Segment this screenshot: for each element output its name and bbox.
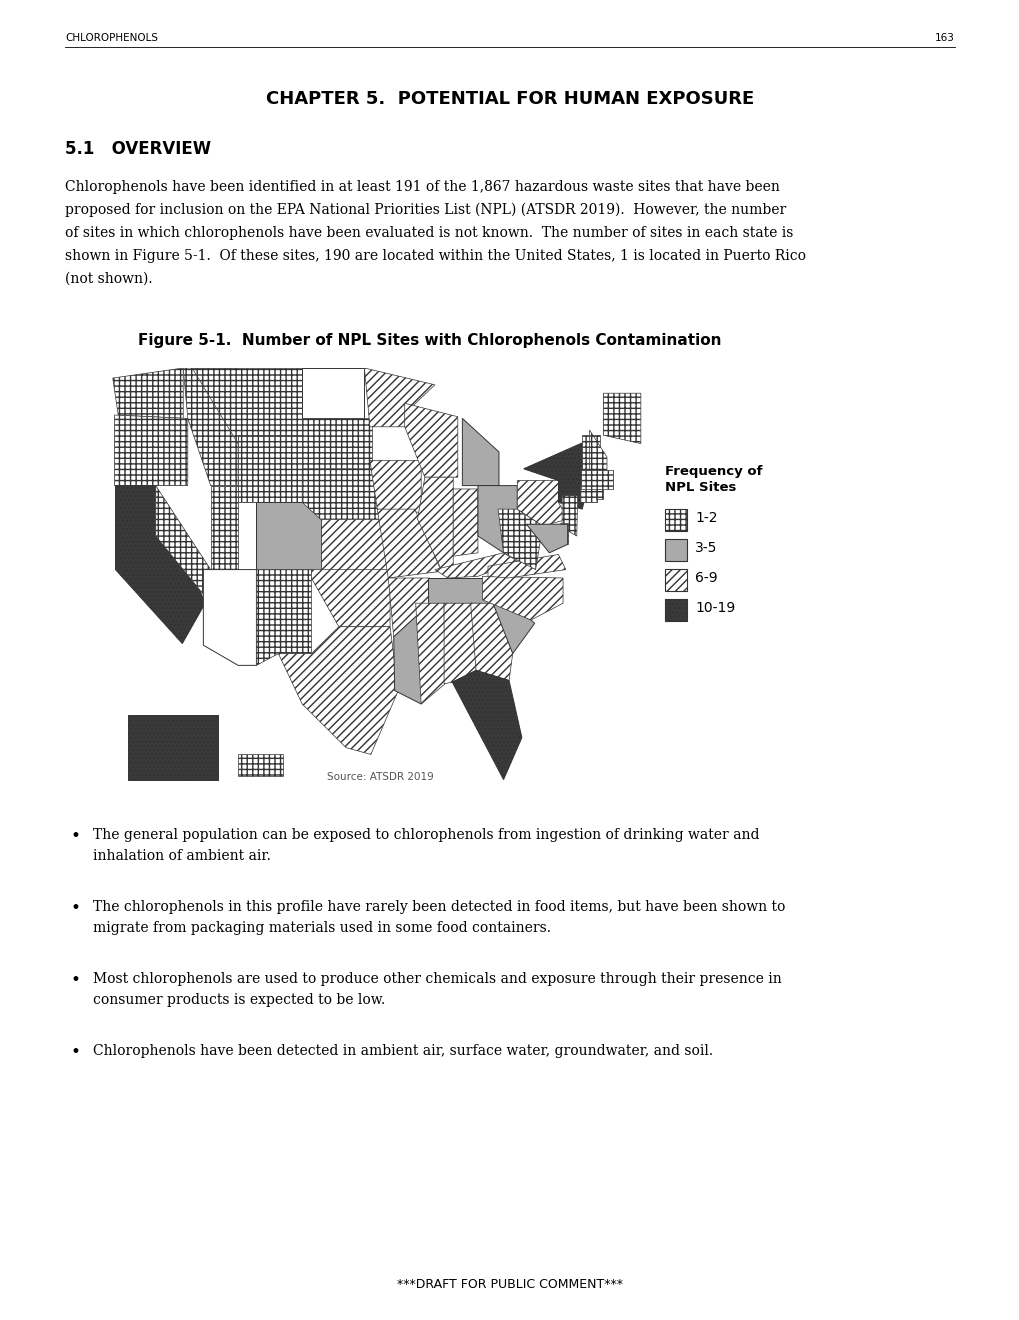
Polygon shape (452, 488, 478, 556)
Text: CHAPTER 5.  POTENTIAL FOR HUMAN EXPOSURE: CHAPTER 5. POTENTIAL FOR HUMAN EXPOSURE (266, 90, 753, 108)
Polygon shape (416, 603, 444, 704)
Text: The general population can be exposed to chlorophenols from ingestion of drinkin: The general population can be exposed to… (93, 828, 759, 842)
Polygon shape (582, 436, 599, 469)
Text: Frequency of: Frequency of (664, 465, 762, 478)
Polygon shape (302, 368, 364, 418)
Polygon shape (302, 469, 381, 519)
Text: •: • (70, 900, 79, 917)
Polygon shape (595, 486, 602, 499)
Polygon shape (497, 510, 542, 570)
Text: The chlorophenols in this profile have rarely been detected in food items, but h: The chlorophenols in this profile have r… (93, 900, 785, 913)
Text: consumer products is expected to be low.: consumer products is expected to be low. (93, 993, 385, 1007)
Text: shown in Figure 5-1.  Of these sites, 190 are located within the United States, : shown in Figure 5-1. Of these sites, 190… (65, 249, 805, 263)
Polygon shape (478, 486, 517, 553)
Text: •: • (70, 1044, 79, 1061)
Polygon shape (470, 603, 513, 681)
Polygon shape (211, 486, 237, 570)
Polygon shape (256, 570, 311, 665)
Polygon shape (405, 404, 458, 478)
Text: 5.1   OVERVIEW: 5.1 OVERVIEW (65, 140, 211, 158)
Polygon shape (256, 503, 320, 570)
Polygon shape (462, 418, 498, 486)
Text: Chlorophenols have been identified in at least 191 of the 1,867 hazardous waste : Chlorophenols have been identified in at… (65, 180, 780, 194)
Text: NPL Sites: NPL Sites (664, 480, 736, 494)
Text: •: • (70, 828, 79, 845)
Polygon shape (517, 480, 567, 525)
Polygon shape (311, 570, 389, 627)
Text: ***DRAFT FOR PUBLIC COMMENT***: ***DRAFT FOR PUBLIC COMMENT*** (396, 1278, 623, 1291)
Polygon shape (237, 436, 302, 503)
Polygon shape (417, 478, 452, 570)
Polygon shape (589, 430, 606, 470)
Polygon shape (302, 418, 371, 469)
Polygon shape (602, 393, 640, 444)
Polygon shape (156, 486, 211, 603)
Polygon shape (203, 570, 256, 665)
Polygon shape (491, 599, 534, 653)
Text: Most chlorophenols are used to produce other chemicals and exposure through thei: Most chlorophenols are used to produce o… (93, 972, 781, 986)
Polygon shape (278, 627, 397, 755)
Text: 1-2: 1-2 (694, 511, 716, 525)
Text: 6-9: 6-9 (694, 572, 717, 585)
Bar (664, 599, 687, 620)
Polygon shape (115, 486, 205, 644)
Polygon shape (581, 470, 612, 488)
Bar (664, 569, 687, 591)
Polygon shape (487, 554, 566, 578)
Polygon shape (451, 671, 522, 780)
Polygon shape (523, 436, 599, 510)
Text: (not shown).: (not shown). (65, 272, 153, 286)
Bar (664, 539, 687, 561)
Polygon shape (364, 368, 434, 426)
Text: 10-19: 10-19 (694, 601, 735, 615)
Polygon shape (370, 461, 421, 512)
Text: Source: ATSDR 2019: Source: ATSDR 2019 (326, 772, 433, 781)
Polygon shape (393, 603, 439, 704)
Text: 163: 163 (934, 33, 954, 44)
Polygon shape (113, 368, 183, 418)
Bar (664, 510, 687, 531)
Text: CHLOROPHENOLS: CHLOROPHENOLS (65, 33, 158, 44)
Text: Chlorophenols have been detected in ambient air, surface water, groundwater, and: Chlorophenols have been detected in ambi… (93, 1044, 712, 1059)
Polygon shape (377, 510, 441, 578)
Text: migrate from packaging materials used in some food containers.: migrate from packaging materials used in… (93, 921, 550, 935)
Polygon shape (320, 519, 388, 570)
Polygon shape (434, 553, 517, 578)
Polygon shape (114, 414, 187, 486)
Polygon shape (183, 368, 237, 486)
Text: Figure 5-1.  Number of NPL Sites with Chlorophenols Contamination: Figure 5-1. Number of NPL Sites with Chl… (139, 333, 721, 348)
Polygon shape (561, 496, 577, 536)
Bar (127, 715, 218, 780)
Text: •: • (70, 972, 79, 989)
Text: of sites in which chlorophenols have been evaluated is not known.  The number of: of sites in which chlorophenols have bee… (65, 226, 793, 240)
Polygon shape (559, 523, 567, 544)
Text: proposed for inclusion on the EPA National Priorities List (NPL) (ATSDR 2019).  : proposed for inclusion on the EPA Nation… (65, 203, 786, 218)
Bar (237, 754, 282, 776)
Polygon shape (388, 578, 430, 636)
Polygon shape (443, 603, 476, 684)
Polygon shape (427, 578, 506, 603)
Text: inhalation of ambient air.: inhalation of ambient air. (93, 849, 271, 863)
Polygon shape (526, 524, 567, 553)
Polygon shape (482, 577, 562, 620)
Text: 3-5: 3-5 (694, 541, 716, 554)
Polygon shape (193, 368, 302, 444)
Polygon shape (579, 486, 596, 503)
